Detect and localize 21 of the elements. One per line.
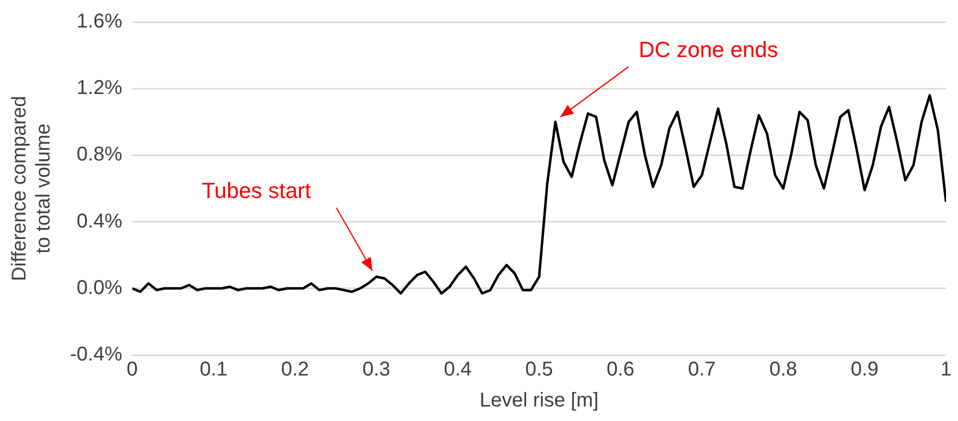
- x-tick-label: 0.2: [281, 358, 309, 381]
- x-tick-label: 0.9: [850, 358, 879, 381]
- x-tick-label: 0.6: [606, 358, 634, 381]
- y-tick-label: 1.2%: [76, 77, 122, 100]
- y-tick-label: 0.4%: [76, 210, 122, 232]
- y-tick-label: 0.0%: [76, 276, 122, 299]
- y-axis-title: Difference compared to total volume: [8, 96, 55, 282]
- x-tick-label: 0: [126, 358, 138, 381]
- x-tick-label: 0.5: [525, 358, 554, 381]
- y-tick-label: 1.6%: [76, 10, 122, 33]
- y-tick-label: -0.4%: [70, 344, 122, 366]
- x-tick-label: 0.4: [444, 358, 472, 381]
- x-tick-label: 0.7: [688, 358, 716, 381]
- x-axis-title: Level rise [m]: [480, 390, 599, 412]
- x-tick-label: 0.8: [769, 358, 798, 381]
- annotation: DC zone ends: [638, 36, 778, 62]
- x-tick-label: 1: [940, 358, 952, 381]
- annotation: Tubes start: [202, 178, 311, 203]
- x-tick-label: 0.3: [362, 358, 390, 381]
- y-tick-label: 0.8%: [76, 144, 122, 166]
- x-tick-label: 0.1: [200, 358, 228, 381]
